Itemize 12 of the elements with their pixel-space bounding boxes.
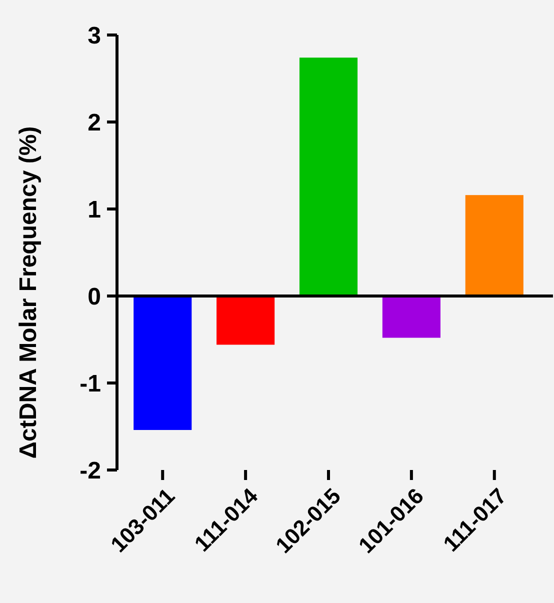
y-tick-label: -1 [80, 370, 101, 398]
y-tick-label: 2 [88, 109, 101, 136]
bar [382, 296, 440, 338]
bar [465, 195, 524, 296]
bar [134, 296, 192, 430]
bar [216, 296, 275, 345]
y-tick-label: 0 [88, 283, 101, 310]
bar [299, 58, 358, 296]
y-tick-label: 3 [88, 22, 101, 50]
y-tick-label: -2 [80, 457, 101, 484]
y-axis-title: ΔctDNA Molar Frequency (%) [15, 126, 42, 459]
y-tick-label: 1 [88, 196, 101, 224]
